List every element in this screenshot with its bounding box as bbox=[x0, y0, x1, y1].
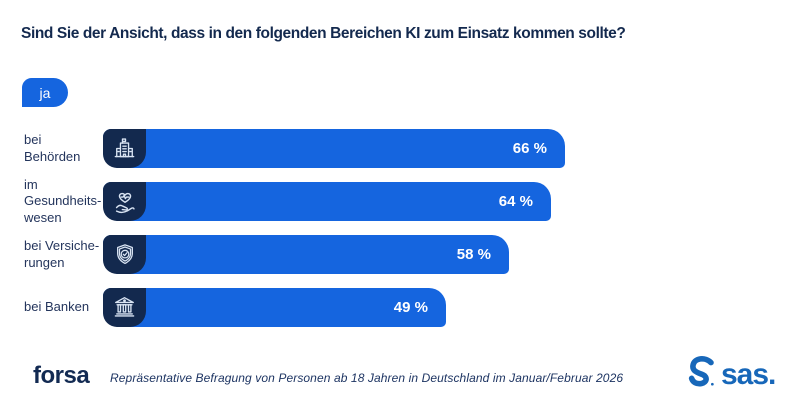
value-label: 58 % bbox=[456, 246, 491, 263]
bar-chart: bei Behörden 66 % bbox=[24, 129, 776, 341]
bar-banken: 49 % bbox=[103, 288, 446, 327]
table-row: bei Banken 49 % bbox=[24, 288, 776, 327]
value-label: 66 % bbox=[512, 140, 547, 157]
legend-badge-label: ja bbox=[39, 84, 51, 101]
value-label: 49 % bbox=[393, 299, 428, 316]
table-row: bei Behörden 66 % bbox=[24, 129, 776, 168]
table-row: bei Versiche- rungen 58 % bbox=[24, 235, 776, 274]
bank-icon bbox=[111, 294, 138, 321]
bar-gesundheitswesen: 64 % bbox=[103, 182, 551, 221]
category-label: im Gesundheits- wesen bbox=[24, 177, 102, 225]
source-note: Repräsentative Befragung von Personen ab… bbox=[110, 371, 624, 385]
icon-tile bbox=[103, 129, 146, 168]
health-heart-hand-icon bbox=[111, 188, 139, 216]
icon-tile bbox=[103, 288, 146, 327]
sas-logo: sas. bbox=[684, 354, 776, 396]
icon-tile bbox=[103, 182, 146, 221]
icon-tile bbox=[103, 235, 146, 274]
forsa-logo: forsa bbox=[33, 362, 90, 389]
bar-versicherungen: 58 % bbox=[103, 235, 509, 274]
sas-swirl-icon bbox=[684, 354, 720, 396]
table-row: im Gesundheits- wesen 64 % bbox=[24, 177, 776, 225]
category-label: bei Behörden bbox=[24, 132, 81, 164]
page-title: Sind Sie der Ansicht, dass in den folgen… bbox=[21, 25, 626, 42]
bar-behoerden: 66 % bbox=[103, 129, 565, 168]
value-label: 64 % bbox=[498, 193, 533, 210]
legend-badge-ja: ja bbox=[22, 78, 68, 107]
category-label: bei Versiche- rungen bbox=[24, 238, 100, 270]
sas-logo-text: sas. bbox=[721, 358, 776, 391]
shield-check-icon bbox=[111, 241, 139, 269]
government-building-icon bbox=[111, 135, 138, 162]
category-label: bei Banken bbox=[24, 299, 90, 315]
